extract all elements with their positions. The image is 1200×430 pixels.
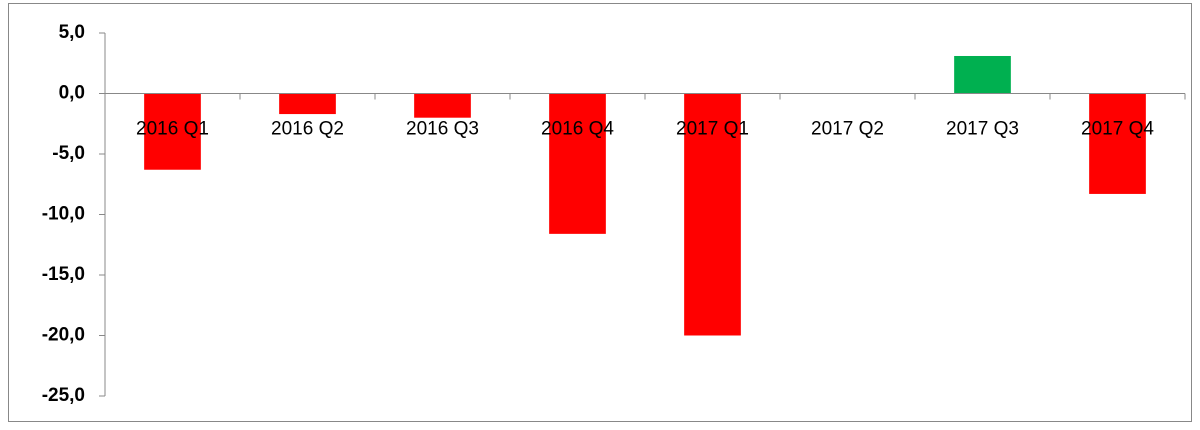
bar — [1089, 93, 1146, 194]
y-tick-label: -15,0 — [42, 264, 85, 285]
bar — [414, 93, 471, 118]
y-tick-label: 5,0 — [59, 22, 85, 43]
x-tick-label: 2017 Q1 — [676, 119, 749, 140]
x-tick-label: 2016 Q4 — [541, 119, 614, 140]
bar — [144, 93, 201, 170]
bar — [954, 55, 1011, 94]
x-tick-label: 2017 Q4 — [1081, 119, 1154, 140]
bar — [279, 93, 336, 115]
y-tick-label: -20,0 — [42, 325, 85, 346]
x-tick-label: 2016 Q2 — [271, 119, 344, 140]
x-tick-label: 2016 Q1 — [136, 119, 209, 140]
x-tick-label: 2017 Q3 — [946, 119, 1019, 140]
y-tick-label: 0,0 — [59, 83, 85, 104]
y-tick-label: -10,0 — [42, 204, 85, 225]
x-tick-label: 2016 Q3 — [406, 119, 479, 140]
y-tick-label: -5,0 — [52, 143, 85, 164]
y-tick-label: -25,0 — [42, 385, 85, 406]
x-tick-label: 2017 Q2 — [811, 119, 884, 140]
bar — [684, 93, 741, 336]
bar — [549, 93, 606, 234]
